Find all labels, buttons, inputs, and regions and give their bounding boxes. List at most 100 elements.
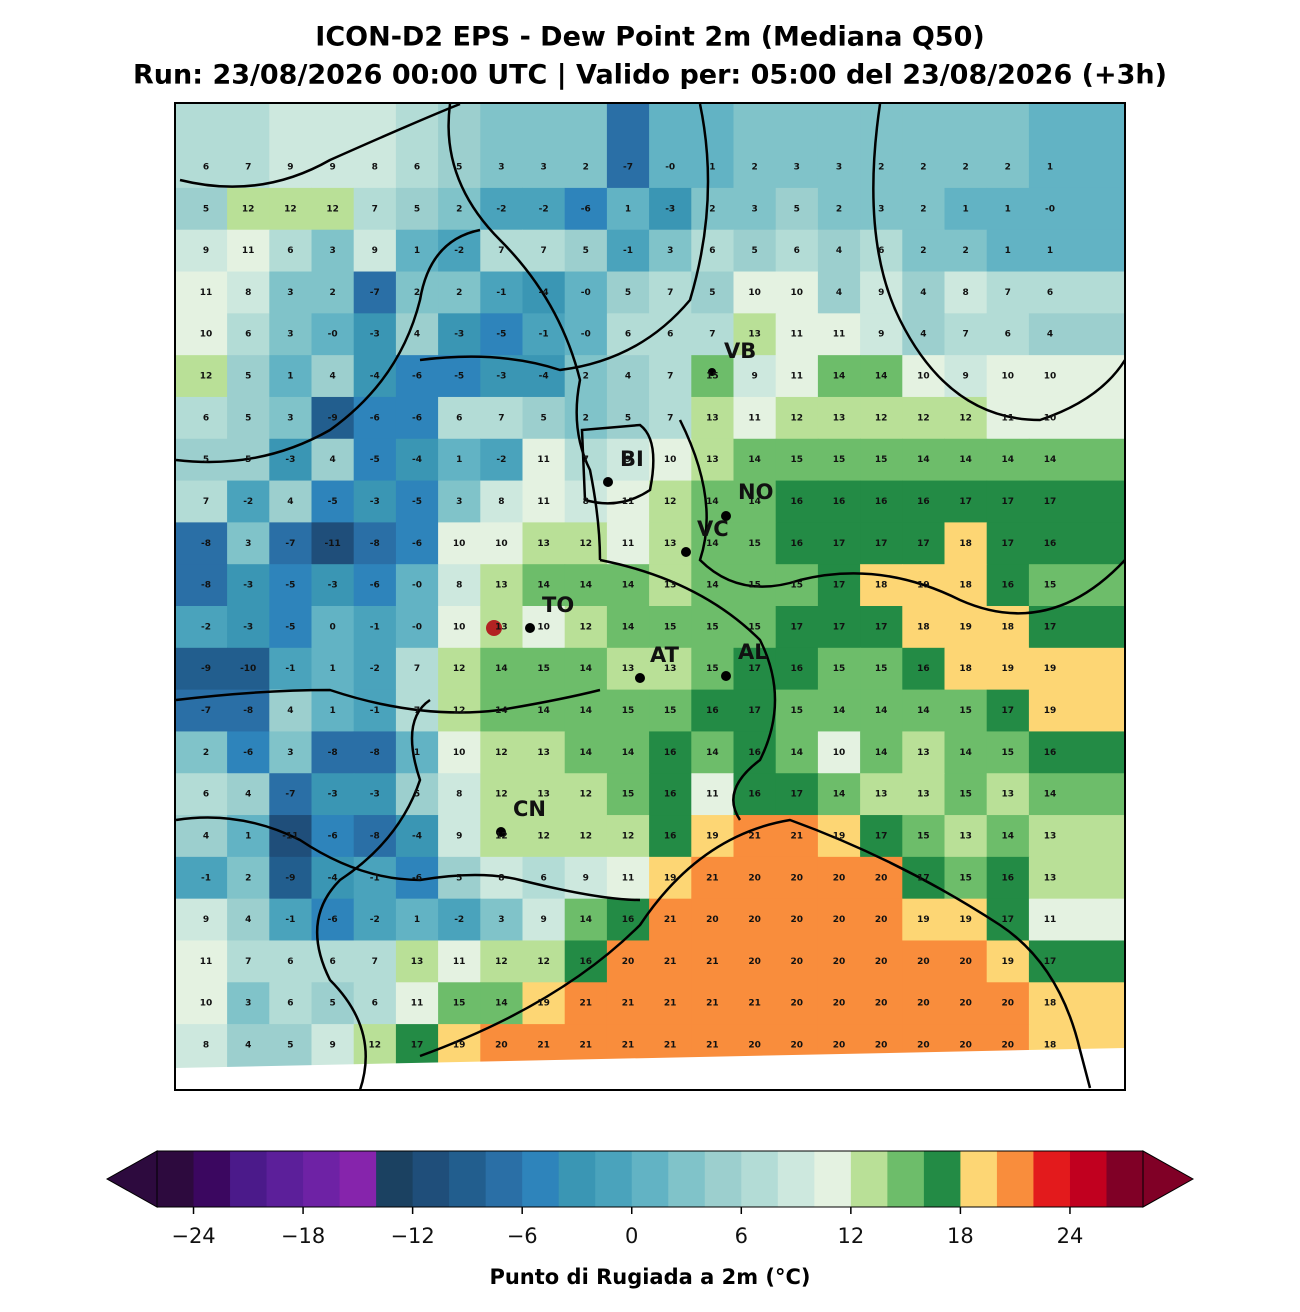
field-cell — [606, 815, 650, 858]
colorbar-bin — [157, 1151, 195, 1207]
field-cell — [606, 606, 650, 649]
grid-value: 16 — [1044, 748, 1057, 758]
grid-value: -2 — [496, 204, 506, 214]
field-cell — [775, 103, 819, 189]
grid-value: 15 — [791, 706, 804, 716]
field-cell — [733, 522, 777, 565]
grid-value: 4 — [836, 288, 842, 298]
grid-value: 15 — [748, 622, 761, 632]
grid-value: 6 — [245, 330, 251, 340]
field-cell — [269, 773, 312, 816]
field-cell — [691, 647, 734, 691]
grid-value: 12 — [580, 790, 593, 800]
grid-value: 5 — [414, 204, 420, 214]
grid-value: 5 — [245, 372, 251, 382]
grid-value: 20 — [833, 915, 846, 925]
grid-value: 15 — [622, 706, 635, 716]
grid-value: 2 — [329, 288, 335, 298]
grid-value: 17 — [748, 706, 761, 716]
grid-value: 2 — [920, 204, 926, 214]
field-cell — [902, 396, 945, 440]
grid-value: 12 — [959, 413, 972, 423]
colorbar-bin — [668, 1151, 706, 1207]
grid-value: 12 — [875, 413, 888, 423]
field-cell — [860, 271, 903, 314]
cities: VB BI NO VC TO AT AL CN — [486, 339, 773, 837]
field-cell — [269, 396, 312, 440]
grid-value: 11 — [411, 999, 424, 1009]
grid-value: 16 — [1002, 581, 1015, 591]
field-cell — [1028, 522, 1126, 565]
field-cell — [395, 815, 439, 858]
field-cell — [817, 396, 861, 440]
grid-value: 20 — [791, 915, 804, 925]
grid-value: -0 — [665, 163, 675, 173]
field-cell — [438, 982, 481, 1025]
field-cell — [733, 982, 777, 1025]
grid-value: 9 — [287, 163, 293, 173]
outside-domain — [175, 1048, 1125, 1090]
field-cell — [522, 689, 566, 732]
field-cell — [606, 396, 650, 440]
grid-value: 17 — [1002, 497, 1015, 507]
grid-value: 3 — [667, 246, 673, 256]
field-cell — [860, 647, 903, 691]
grid-value: 14 — [580, 581, 593, 591]
grid-value: 14 — [917, 455, 930, 465]
city-label: AT — [650, 643, 680, 667]
field-cell — [175, 773, 228, 816]
city-label: VB — [724, 339, 756, 363]
borders — [175, 102, 1127, 1091]
field-cell — [395, 898, 439, 941]
grid-value: 17 — [833, 539, 846, 549]
field-cell — [522, 940, 566, 983]
field-cell — [944, 689, 988, 732]
field-cell — [733, 396, 777, 440]
field-cell — [480, 773, 523, 816]
grid-value: 13 — [664, 664, 677, 674]
grid-value: 21 — [580, 999, 593, 1009]
grid-value: 8 — [372, 163, 378, 173]
grid-value: 10 — [1044, 413, 1057, 423]
field-cell — [269, 229, 312, 273]
field-cell — [395, 480, 439, 523]
grid-value: -7 — [201, 706, 211, 716]
field-cell — [944, 229, 988, 273]
field-cell — [1028, 103, 1126, 189]
field-cell — [860, 313, 903, 356]
field-cell — [902, 229, 945, 273]
grid-value: 14 — [706, 497, 719, 507]
grid-value: 6 — [287, 999, 293, 1009]
field-cell — [775, 856, 819, 900]
field-cell — [733, 229, 777, 273]
field-cell — [944, 522, 988, 565]
field-cell — [522, 564, 566, 607]
grid-value: 9 — [962, 372, 968, 382]
grid-value: 4 — [287, 706, 293, 716]
grid-value: -5 — [328, 497, 338, 507]
field-cell — [564, 606, 608, 649]
grid-value: -2 — [243, 497, 253, 507]
field-cell — [353, 187, 397, 231]
grid-value: 14 — [580, 664, 593, 674]
grid-value: 10 — [917, 372, 930, 382]
grid-value: 12 — [284, 204, 297, 214]
field-cell — [480, 647, 523, 691]
grid-value: 21 — [748, 831, 761, 841]
grid-value: -6 — [581, 204, 591, 214]
field-cell — [649, 480, 692, 523]
field-cell — [649, 355, 692, 398]
grid-value: 1 — [414, 915, 420, 925]
grid-value: 11 — [791, 330, 804, 340]
colorbar-tick-label: 0 — [625, 1224, 638, 1248]
grid-value: 11 — [453, 957, 466, 967]
grid-value: 2 — [751, 163, 757, 173]
grid-value: 11 — [622, 539, 635, 549]
grid-value: 10 — [453, 748, 466, 758]
field-cell — [860, 731, 903, 774]
field-cell — [227, 313, 270, 356]
grid-value: 15 — [706, 664, 719, 674]
colorbar-bin — [1106, 1151, 1144, 1207]
field-cell — [353, 898, 397, 941]
city-label: AL — [738, 640, 768, 664]
